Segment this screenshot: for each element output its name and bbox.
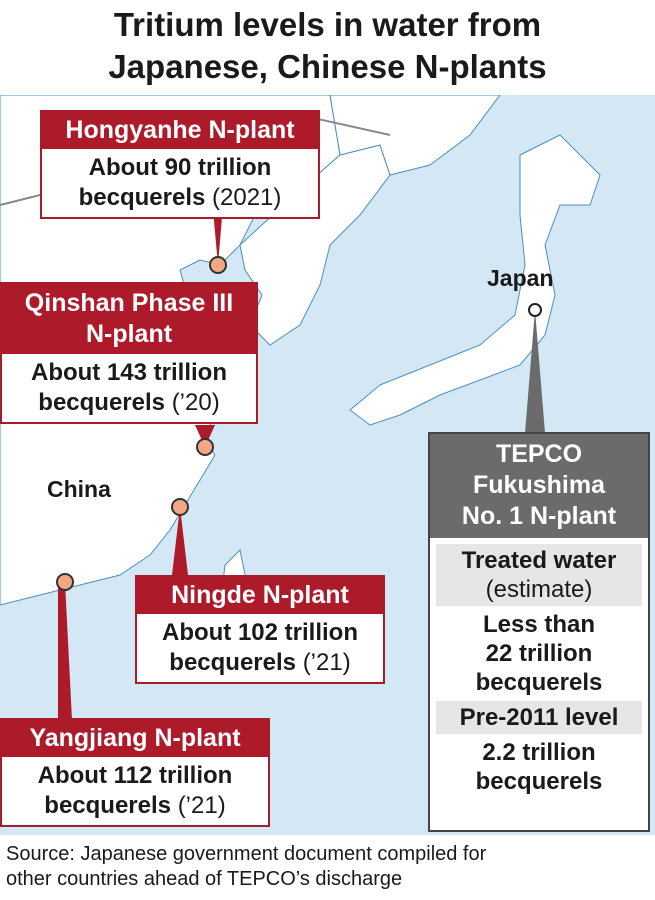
tepco-box: TEPCO Fukushima No. 1 N-plant Treated wa… (428, 432, 650, 832)
hongyanhe-dot (209, 256, 227, 274)
tepco-name: TEPCO Fukushima No. 1 N-plant (430, 434, 648, 538)
plant-name: Hongyanhe N-plant (42, 112, 318, 149)
value-line: becquerels (2021) (46, 183, 314, 213)
title-line-1: Tritium levels in water from (113, 6, 542, 43)
plant-name: Qinshan Phase III N-plant (2, 284, 256, 354)
plant-value: About 143 trillion becquerels (’20) (2, 354, 256, 422)
tepco-name-line: No. 1 N-plant (461, 502, 617, 530)
hongyanhe-box: Hongyanhe N-plant About 90 trillion becq… (40, 110, 320, 219)
treated-label-block: Treated water (estimate) (436, 544, 642, 606)
plant-value: About 90 trillion becquerels (2021) (42, 149, 318, 217)
year-text: (2021) (212, 184, 282, 211)
plant-value: About 102 trillion becquerels (’21) (137, 614, 383, 682)
pre-2011-value: 2.2 trillion becquerels (430, 734, 648, 800)
fukushima-dot (528, 303, 542, 317)
treated-value-line: becquerels (475, 669, 603, 696)
yangjiang-box: Yangjiang N-plant About 112 trillion bec… (0, 718, 270, 827)
japan-label: Japan (487, 265, 554, 291)
ningde-dot (171, 498, 189, 516)
source-line: Source: Japanese government document com… (6, 843, 487, 865)
year-text: (’20) (171, 389, 220, 416)
yangjiang-dot (56, 573, 74, 591)
china-label: China (47, 476, 111, 502)
year-text: (’21) (302, 649, 351, 676)
tepco-pointer (525, 310, 545, 433)
value-line: becquerels (’21) (141, 648, 379, 678)
ningde-box: Ningde N-plant About 102 trillion becque… (135, 575, 385, 684)
japan-land (349, 134, 601, 426)
plant-name: Yangjiang N-plant (2, 720, 268, 757)
unit-text: becquerels (78, 184, 206, 211)
plant-value: About 112 trillion becquerels (’21) (2, 757, 268, 825)
pre-value-line: 2.2 trillion (482, 739, 596, 766)
treated-value-line: 22 trillion (485, 640, 593, 667)
tepco-name-line: Fukushima (473, 471, 605, 499)
qinshan-dot (196, 438, 214, 456)
value-text: About 143 trillion (30, 359, 227, 386)
pre-value-line: becquerels (475, 768, 603, 795)
value-line: becquerels (’21) (6, 791, 264, 821)
ningde-pointer (172, 507, 188, 575)
treated-note: (estimate) (485, 576, 593, 603)
tepco-name-line: TEPCO (495, 440, 583, 468)
plant-name: Ningde N-plant (137, 577, 383, 614)
title: Tritium levels in water from Japanese, C… (0, 4, 655, 88)
title-line-2: Japanese, Chinese N-plants (108, 48, 547, 85)
qinshan-pointer (195, 425, 215, 447)
qinshan-box: Qinshan Phase III N-plant About 143 tril… (0, 282, 258, 424)
source-note: Source: Japanese government document com… (6, 842, 486, 892)
value-text: About 112 trillion (37, 762, 233, 789)
source-line: other countries ahead of TEPCO’s dischar… (6, 868, 403, 890)
yangjiang-pointer (58, 582, 72, 720)
value-text: About 102 trillion (161, 619, 358, 646)
treated-label: Treated water (461, 547, 617, 574)
value-text: About 90 trillion (88, 154, 272, 181)
year-text: (’21) (177, 792, 226, 819)
unit-text: becquerels (38, 389, 166, 416)
value-line: becquerels (’20) (6, 388, 252, 418)
unit-text: becquerels (44, 792, 172, 819)
russia-land (329, 95, 501, 176)
pre-2011-label: Pre-2011 level (436, 701, 642, 734)
treated-value-line: Less than (482, 611, 596, 638)
treated-value: Less than 22 trillion becquerels (430, 606, 648, 701)
unit-text: becquerels (169, 649, 297, 676)
